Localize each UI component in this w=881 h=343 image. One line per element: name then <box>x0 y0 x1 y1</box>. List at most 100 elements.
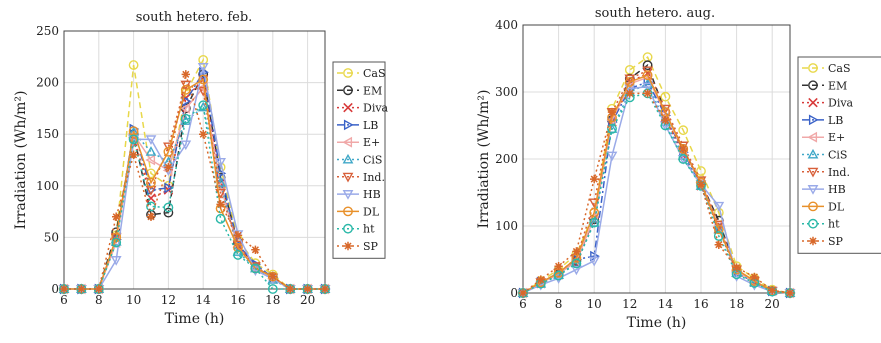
legend-marker <box>342 172 354 183</box>
data-point <box>198 100 209 111</box>
data-point <box>59 284 69 294</box>
y-tick-label: 0 <box>51 282 59 296</box>
x-tick-label: 10 <box>587 297 602 311</box>
data-point <box>642 82 653 93</box>
x-tick-label: 14 <box>196 293 212 307</box>
legend-marker <box>342 190 354 200</box>
data-point <box>607 107 617 117</box>
data-point <box>571 265 582 276</box>
data-point <box>146 177 156 188</box>
x-tick-label: 16 <box>693 297 708 311</box>
legend-label: EM <box>828 79 847 92</box>
data-point <box>268 272 277 281</box>
legend-entry: CaS <box>802 62 851 75</box>
legend-marker <box>343 223 353 234</box>
legend-entry: EM <box>802 79 847 92</box>
x-tick-label: 8 <box>95 293 103 307</box>
data-point <box>713 231 724 241</box>
x-tick-label: 12 <box>161 293 176 307</box>
data-point <box>164 182 175 194</box>
data-point <box>233 250 243 260</box>
legend-entry: Diva <box>337 102 389 115</box>
series-line <box>64 66 325 290</box>
plot-area <box>64 31 325 289</box>
data-point <box>180 140 192 151</box>
data-point <box>215 213 226 224</box>
data-point <box>624 77 635 87</box>
data-point <box>181 70 190 79</box>
x-tick-label: 18 <box>265 293 280 307</box>
data-point <box>180 113 191 124</box>
data-point <box>785 288 795 298</box>
data-point <box>750 272 759 282</box>
legend: CaS EM Diva LB E+ CiS Ind. HB DL ht SP <box>797 56 881 254</box>
legend-marker <box>808 80 818 91</box>
x-tick-label: 14 <box>658 297 674 311</box>
legend-marker <box>808 114 819 126</box>
legend-label: CaS <box>363 67 386 80</box>
data-point <box>163 207 174 218</box>
data-point <box>215 158 226 168</box>
legend-label: CaS <box>828 62 851 75</box>
data-point <box>553 270 564 281</box>
series-ht <box>518 88 795 298</box>
legend-entry: Ind. <box>337 171 385 184</box>
series-SP <box>518 89 795 298</box>
data-point <box>197 63 209 73</box>
y-tick-label: 0 <box>510 286 518 300</box>
data-point <box>713 224 724 235</box>
x-tick-label: 18 <box>729 297 744 311</box>
data-point <box>180 80 192 91</box>
legend-entry: CaS <box>337 67 386 80</box>
chart-title: south hetero. aug. <box>595 6 715 21</box>
x-tick-label: 6 <box>519 297 527 311</box>
y-tick-label: 100 <box>36 179 59 193</box>
legend-entry: DL <box>337 205 380 218</box>
legend-entry: SP <box>802 235 844 248</box>
legend-entry: E+ <box>802 131 845 144</box>
data-point <box>163 202 174 213</box>
legend-marker <box>343 119 354 131</box>
data-point <box>678 154 689 164</box>
y-axis-label: Irradiation (Wh/m²) <box>476 90 492 229</box>
data-point <box>180 115 192 125</box>
axes-frame <box>63 30 326 290</box>
data-point <box>198 74 209 85</box>
y-tick-label: 50 <box>44 230 59 244</box>
data-point <box>625 89 634 98</box>
series-line <box>64 74 325 290</box>
legend-marker <box>807 131 818 143</box>
x-tick-label: 16 <box>230 293 245 307</box>
data-point <box>216 200 225 209</box>
legend-entry: LB <box>337 119 378 132</box>
data-point <box>590 174 599 184</box>
data-point <box>536 275 545 284</box>
x-axis-label: Time (h) <box>165 311 225 327</box>
legend-label: Ind. <box>828 166 850 179</box>
legend-marker <box>343 241 353 251</box>
data-point <box>572 247 581 256</box>
data-point <box>128 60 139 70</box>
legend-label: Diva <box>363 102 389 115</box>
data-point <box>660 91 671 102</box>
x-tick-label: 20 <box>765 297 780 311</box>
data-point <box>642 60 653 71</box>
legend-entry: Diva <box>802 97 854 110</box>
data-point <box>678 125 689 136</box>
data-point <box>588 217 600 227</box>
data-point <box>145 154 156 166</box>
data-point <box>128 134 139 145</box>
legend-label: Diva <box>828 97 854 110</box>
legend-marker <box>808 236 818 246</box>
data-point <box>607 123 617 134</box>
data-point <box>588 256 600 267</box>
data-point <box>320 284 330 294</box>
data-point <box>571 258 582 269</box>
legend-marker <box>342 136 353 148</box>
data-point <box>180 103 190 114</box>
chart-title: south hetero. feb. <box>136 10 253 25</box>
series-line <box>64 77 325 290</box>
legend-marker <box>343 68 353 78</box>
